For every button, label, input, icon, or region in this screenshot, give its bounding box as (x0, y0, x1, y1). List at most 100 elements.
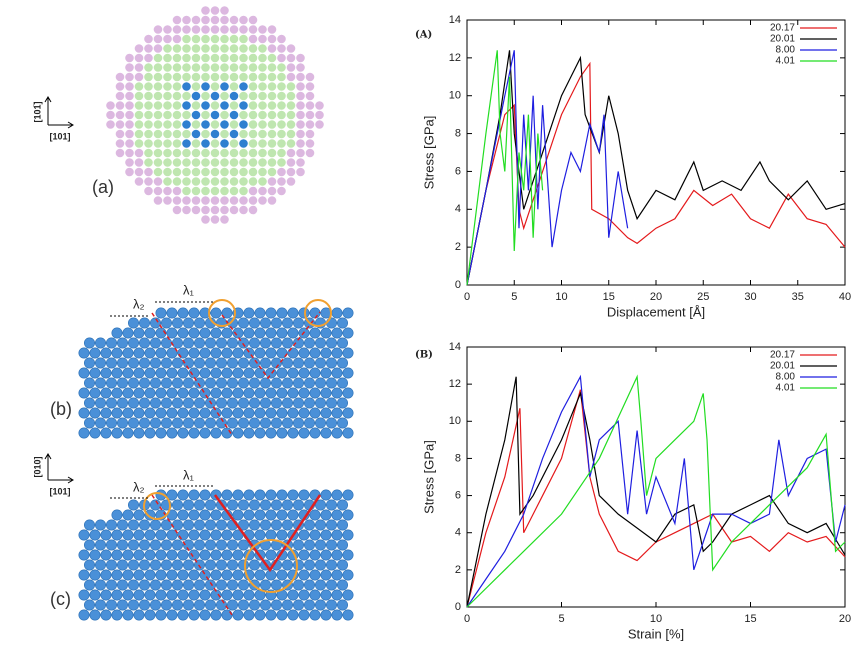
atom (258, 129, 267, 139)
atom (220, 158, 229, 167)
atom (267, 63, 277, 72)
atom (258, 167, 267, 177)
atom (78, 387, 90, 399)
atom (144, 327, 156, 339)
atom (267, 101, 277, 110)
atom (216, 539, 228, 551)
atom (320, 489, 332, 501)
atom (166, 549, 178, 561)
atom (259, 417, 271, 429)
atom (133, 367, 145, 379)
atom (161, 317, 173, 329)
atom (172, 110, 182, 120)
atom (194, 499, 206, 511)
direction-label: [101] (49, 486, 70, 496)
atom (144, 589, 156, 601)
atom (270, 317, 282, 329)
atom (201, 148, 210, 158)
atom (267, 129, 277, 139)
atom (139, 599, 151, 611)
atom (229, 82, 239, 91)
atom (205, 559, 217, 571)
atom (78, 529, 90, 541)
atom (270, 417, 282, 429)
series-line (466, 50, 846, 286)
atom (220, 186, 229, 196)
atom (221, 347, 233, 359)
atom (188, 407, 200, 419)
atom (277, 148, 286, 158)
atom (182, 205, 191, 215)
atom (276, 347, 288, 359)
atom (161, 579, 173, 591)
atom (238, 599, 250, 611)
atom (325, 599, 337, 611)
atom (227, 559, 239, 571)
x-tick-label: 10 (555, 291, 567, 303)
atom (89, 367, 101, 379)
atom (177, 367, 189, 379)
atom (303, 397, 315, 409)
atom (342, 367, 354, 379)
atom (155, 367, 167, 379)
series-line (466, 376, 846, 608)
atom (172, 82, 182, 91)
atom (172, 377, 184, 389)
atom (243, 509, 255, 521)
atom (221, 609, 233, 621)
atom (134, 139, 144, 148)
atom (161, 599, 173, 611)
atom (292, 499, 304, 511)
atom (254, 387, 266, 399)
atom (336, 539, 348, 551)
atom (254, 407, 266, 419)
atom (95, 559, 107, 571)
atom (155, 609, 167, 621)
atom (238, 499, 250, 511)
lambda-label: λ₂ (133, 479, 145, 494)
atom (210, 215, 220, 224)
atom (150, 317, 162, 329)
atom (292, 397, 304, 409)
atom (177, 509, 189, 521)
atom (191, 15, 201, 25)
atom (336, 337, 348, 349)
atom (281, 357, 293, 369)
atom (227, 499, 239, 511)
atom (201, 15, 210, 25)
atom (128, 337, 140, 349)
atom (281, 559, 293, 571)
atom (155, 529, 167, 541)
atom (144, 177, 153, 186)
atom (229, 129, 239, 139)
atom (182, 101, 191, 110)
atom (188, 427, 200, 439)
y-tick-label: 10 (449, 415, 461, 427)
atom (276, 427, 288, 439)
atom (265, 407, 277, 419)
atom (305, 120, 315, 129)
atom (106, 337, 118, 349)
atom (122, 589, 134, 601)
atom (172, 129, 182, 139)
atom (177, 427, 189, 439)
atom (188, 387, 200, 399)
atom (220, 101, 229, 110)
atom (270, 599, 282, 611)
atom (183, 397, 195, 409)
atom (298, 549, 310, 561)
atom (125, 91, 134, 101)
atom (106, 519, 118, 531)
atom (258, 148, 267, 158)
atom (182, 120, 191, 129)
atom (220, 129, 229, 139)
atom (331, 347, 343, 359)
atom (125, 139, 134, 148)
atom (111, 427, 123, 439)
atom (201, 72, 210, 82)
highlight (208, 299, 236, 327)
atom (172, 196, 182, 205)
atom (155, 347, 167, 359)
atom (191, 205, 201, 215)
atom (150, 417, 162, 429)
